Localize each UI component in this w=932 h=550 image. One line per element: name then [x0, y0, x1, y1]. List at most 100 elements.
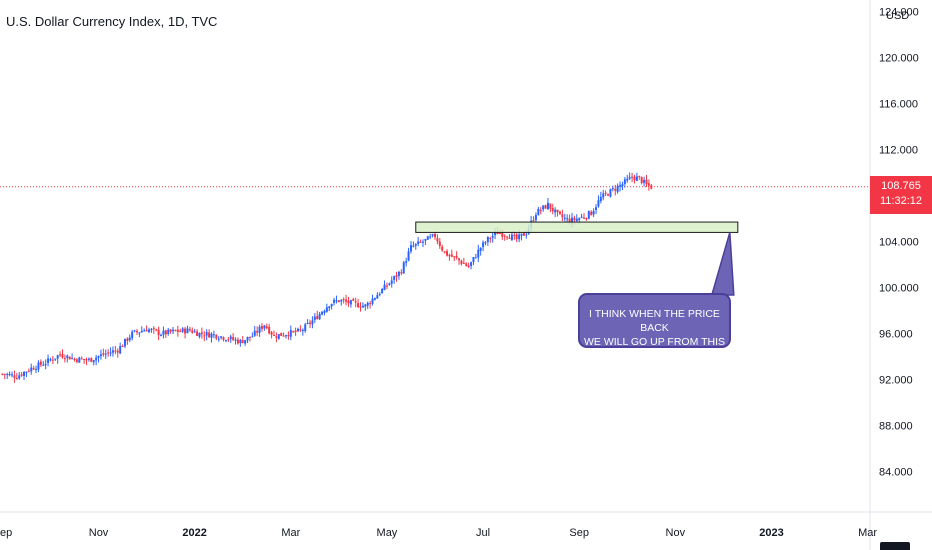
candle-body: [549, 203, 552, 209]
candle-body: [616, 185, 619, 192]
candle-body: [126, 338, 129, 341]
candle-body: [580, 216, 583, 218]
candle-body: [59, 354, 62, 356]
candle-body: [181, 328, 184, 332]
candle-body: [318, 313, 321, 320]
candle-body: [176, 329, 179, 332]
candle-body: [143, 330, 146, 332]
candle-body: [361, 305, 364, 308]
candle-body: [402, 262, 405, 274]
candle-body: [222, 337, 225, 340]
candle-body: [498, 233, 501, 235]
candle-body: [44, 363, 47, 365]
candle-body: [275, 336, 278, 338]
x-tick-label: 2022: [182, 527, 206, 539]
candle-body: [301, 329, 304, 331]
candle-body: [157, 329, 160, 336]
candle-body: [467, 265, 470, 268]
candle-body: [75, 359, 78, 362]
candle-body: [383, 284, 386, 290]
candle-body: [304, 324, 307, 332]
candle-body: [373, 298, 376, 300]
last-price-value: 108.765: [881, 179, 921, 192]
candle-body: [650, 185, 653, 189]
last-price-badge: 108.765 11:32:12: [870, 175, 932, 214]
candle-body: [239, 339, 242, 344]
candle-body: [30, 367, 33, 372]
candle-body: [643, 179, 646, 183]
candle-body: [284, 335, 287, 337]
candle-body: [25, 371, 28, 373]
candle-body: [99, 354, 102, 357]
candle-body: [282, 335, 285, 337]
candle-body: [602, 193, 605, 198]
candle-body: [522, 233, 525, 236]
candle-body: [287, 335, 290, 337]
candle-body: [172, 329, 175, 332]
candle-body: [568, 218, 571, 224]
tradingview-logo-icon: [880, 542, 910, 550]
y-tick-label: 96.000: [879, 329, 913, 341]
candle-body: [349, 300, 352, 305]
candle-body: [68, 356, 71, 360]
candle-body: [583, 217, 586, 219]
candle-body: [407, 251, 410, 261]
candle-body: [8, 374, 11, 376]
candle-body: [107, 352, 110, 354]
candle-body: [621, 184, 624, 186]
y-tick-label: 112.000: [879, 145, 918, 157]
candle-body: [333, 299, 336, 303]
candle-body: [414, 243, 417, 246]
candle-body: [501, 233, 504, 237]
candle-body: [13, 375, 16, 378]
candle-body: [539, 209, 542, 211]
candle-body: [409, 245, 412, 252]
candle-body: [446, 251, 449, 256]
y-tick-label: 88.000: [879, 421, 913, 433]
candle-body: [359, 306, 362, 308]
candle-body: [164, 330, 167, 335]
candle-body: [330, 303, 333, 307]
candle-body: [297, 328, 300, 332]
candle-body: [458, 258, 461, 261]
candle-body: [592, 211, 595, 215]
annotation-line-1: I THINK WHEN THE PRICE BACK: [589, 308, 720, 334]
annotation-line-2: WE WILL GO UP FROM THIS ZONE: [584, 336, 725, 362]
candle-body: [71, 357, 74, 359]
candle-body: [462, 262, 465, 264]
candle-body: [645, 179, 648, 185]
candle-body: [477, 249, 480, 258]
candle-body: [162, 330, 165, 335]
candle-body: [27, 370, 30, 372]
candle-body: [268, 326, 271, 334]
candle-body: [95, 357, 98, 361]
candle-body: [520, 233, 523, 236]
annotation-callout[interactable]: I THINK WHEN THE PRICE BACK WE WILL GO U…: [578, 293, 731, 362]
candle-body: [378, 293, 381, 295]
candle-body: [184, 328, 187, 334]
candle-body: [133, 330, 136, 332]
x-tick-label: May: [377, 527, 398, 539]
candle-body: [503, 235, 506, 237]
candle-body: [342, 299, 345, 301]
candle-body: [78, 357, 81, 363]
candle-body: [152, 328, 155, 330]
candle-body: [121, 346, 124, 348]
candle-body: [340, 300, 343, 302]
candle-body: [614, 188, 617, 191]
candle-body: [66, 355, 69, 359]
candle-body: [587, 211, 590, 219]
candle-body: [573, 217, 576, 221]
candle-body: [482, 242, 485, 248]
candle-body: [515, 234, 518, 240]
candle-body: [595, 207, 598, 211]
candle-body: [131, 331, 134, 339]
candle-body: [234, 339, 237, 341]
candle-body: [51, 359, 54, 361]
support-zone-rectangle: [415, 221, 739, 233]
y-tick-label: 84.000: [879, 467, 913, 479]
candle-body: [270, 332, 273, 335]
candle-body: [114, 350, 117, 352]
candle-body: [167, 329, 170, 335]
